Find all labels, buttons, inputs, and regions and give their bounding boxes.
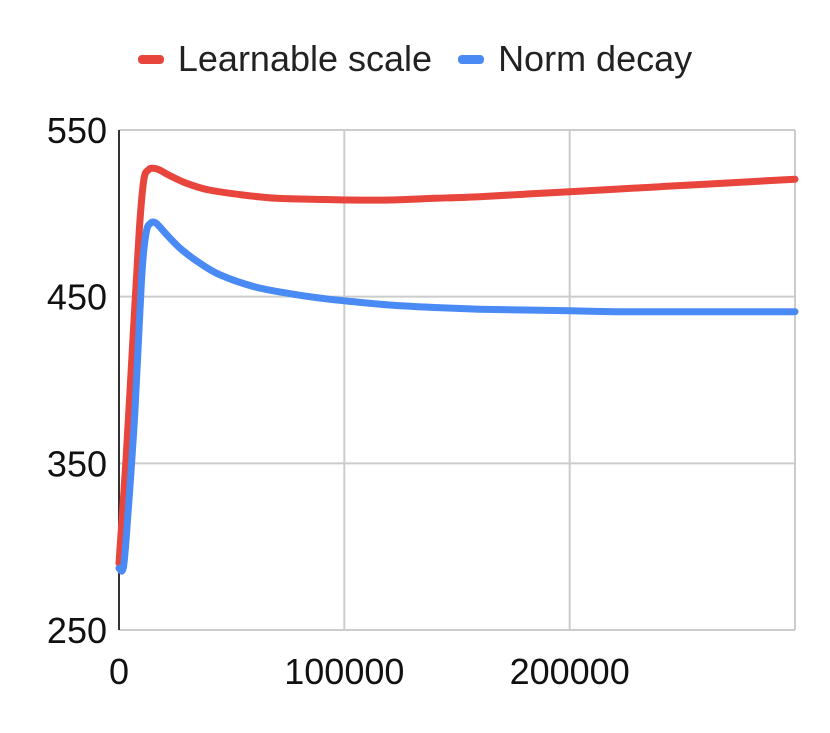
y-tick-label: 350: [47, 443, 107, 484]
x-tick-label: 200000: [510, 651, 630, 692]
y-tick-label: 550: [47, 110, 107, 151]
y-tick-label: 450: [47, 277, 107, 318]
legend-swatch-norm-decay: [458, 54, 485, 64]
series-line-norm-decay: [115, 218, 799, 575]
legend-swatch-learnable-scale: [137, 54, 164, 64]
chart-legend: Learnable scale Norm decay: [0, 38, 830, 80]
y-tick-label: 250: [47, 610, 107, 651]
legend-label-norm-decay: Norm decay: [498, 38, 693, 79]
legend-item-learnable-scale: Learnable scale: [137, 38, 433, 80]
legend-item-norm-decay: Norm decay: [458, 38, 692, 80]
x-tick-label: 0: [109, 651, 129, 692]
legend-label-learnable-scale: Learnable scale: [177, 38, 433, 79]
x-tick-label: 100000: [284, 651, 404, 692]
series-line-learnable-scale: [115, 164, 799, 567]
